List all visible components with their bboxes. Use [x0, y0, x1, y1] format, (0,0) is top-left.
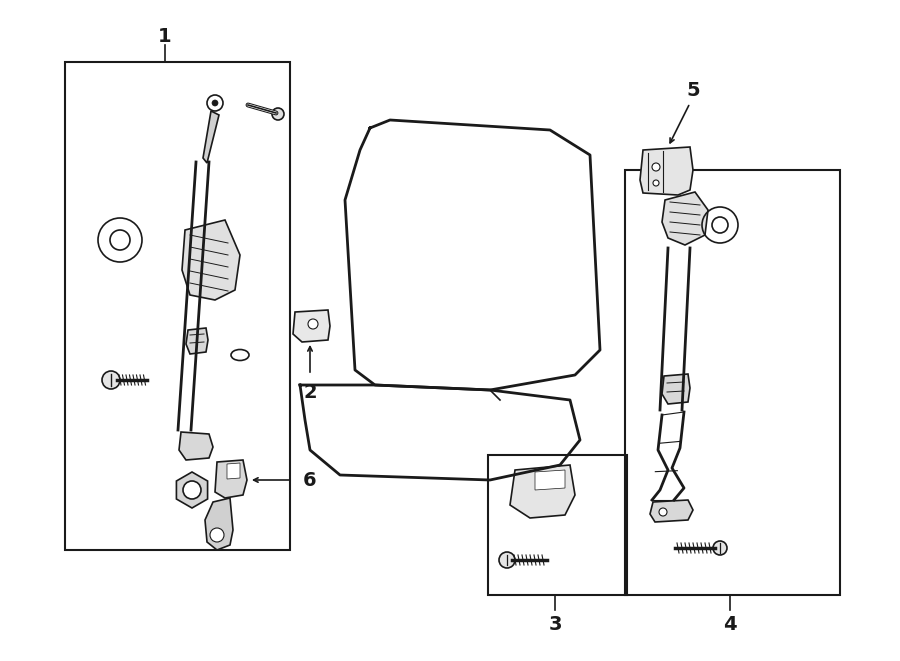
Circle shape	[272, 108, 284, 120]
Polygon shape	[215, 460, 247, 498]
Polygon shape	[179, 432, 213, 460]
Text: 5: 5	[686, 81, 700, 100]
Text: 1: 1	[158, 28, 172, 46]
Polygon shape	[203, 111, 219, 163]
Polygon shape	[227, 463, 240, 479]
Circle shape	[652, 163, 660, 171]
Polygon shape	[186, 328, 208, 354]
Text: 2: 2	[303, 383, 317, 401]
Polygon shape	[176, 472, 208, 508]
Polygon shape	[650, 500, 693, 522]
Polygon shape	[662, 192, 708, 245]
Polygon shape	[510, 465, 575, 518]
Circle shape	[499, 552, 515, 568]
Bar	[65, 62, 290, 550]
Circle shape	[102, 371, 120, 389]
Bar	[488, 455, 627, 595]
Polygon shape	[640, 147, 693, 195]
Polygon shape	[535, 470, 565, 490]
Circle shape	[659, 508, 667, 516]
Polygon shape	[182, 220, 240, 300]
Circle shape	[212, 100, 218, 106]
Circle shape	[210, 528, 224, 542]
Circle shape	[653, 180, 659, 186]
Circle shape	[183, 481, 201, 499]
Polygon shape	[662, 374, 690, 404]
Polygon shape	[293, 310, 330, 342]
Text: 4: 4	[724, 615, 737, 635]
Bar	[625, 170, 840, 595]
Circle shape	[713, 541, 727, 555]
Polygon shape	[205, 498, 233, 550]
Circle shape	[308, 319, 318, 329]
Text: 3: 3	[548, 615, 562, 635]
Text: 6: 6	[303, 471, 317, 490]
